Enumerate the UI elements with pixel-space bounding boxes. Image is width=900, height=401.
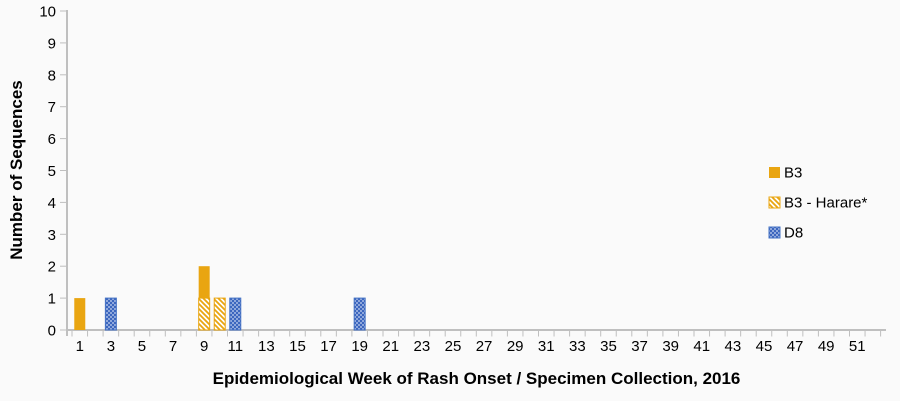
y-tick-label: 8 xyxy=(48,67,56,84)
bar-b3harare-week-10 xyxy=(213,297,226,331)
x-tick-label: 41 xyxy=(693,338,710,355)
y-tick-label: 7 xyxy=(48,99,56,116)
y-tick-label: 2 xyxy=(48,259,56,276)
x-axis-title: Epidemiological Week of Rash Onset / Spe… xyxy=(213,369,741,388)
bar-d8-week-11 xyxy=(229,297,242,331)
bar-b3-week-1 xyxy=(74,298,86,330)
y-tick-label: 9 xyxy=(48,35,56,52)
x-tick-label: 31 xyxy=(538,338,555,355)
x-tick-label: 37 xyxy=(631,338,648,355)
legend-label: B3 xyxy=(784,165,802,182)
y-tick-label: 1 xyxy=(48,291,56,308)
x-tick-label: 15 xyxy=(289,338,306,355)
x-tick-label: 11 xyxy=(227,338,243,355)
x-tick-label: 45 xyxy=(756,338,773,355)
x-tick-label: 3 xyxy=(107,338,115,355)
x-tick-label: 51 xyxy=(849,338,866,355)
x-tick-label: 29 xyxy=(507,338,524,355)
legend-swatch-d8 xyxy=(768,226,781,239)
bar-b3-week-9 xyxy=(198,266,210,299)
y-tick-label: 4 xyxy=(48,195,56,212)
x-tick-label: 47 xyxy=(787,338,804,355)
legend-label: D8 xyxy=(784,225,803,242)
y-tick-label: 0 xyxy=(48,323,56,340)
x-tick-label: 27 xyxy=(476,338,493,355)
y-tick-label: 5 xyxy=(48,163,56,180)
y-tick-label: 10 xyxy=(39,4,56,21)
y-axis-title: Number of Sequences xyxy=(7,80,26,260)
y-tick-label: 6 xyxy=(48,131,56,148)
x-tick-label: 13 xyxy=(258,338,275,355)
x-tick-label: 5 xyxy=(138,338,146,355)
x-tick-label: 9 xyxy=(200,338,208,355)
bar-d8-week-19 xyxy=(353,297,366,331)
x-tick-label: 35 xyxy=(600,338,617,355)
x-tick-label: 19 xyxy=(351,338,368,355)
x-tick-label: 21 xyxy=(382,338,399,355)
x-tick-label: 1 xyxy=(76,338,84,355)
x-tick-label: 17 xyxy=(320,338,337,355)
legend-label: B3 - Harare* xyxy=(784,195,868,212)
x-tick-label: 23 xyxy=(414,338,431,355)
bar-b3harare-week-9 xyxy=(198,297,211,331)
x-tick-label: 7 xyxy=(169,338,177,355)
x-tick-label: 33 xyxy=(569,338,586,355)
x-tick-label: 39 xyxy=(662,338,679,355)
x-tick-label: 25 xyxy=(445,338,462,355)
x-tick-label: 43 xyxy=(725,338,742,355)
bar-d8-week-3 xyxy=(104,297,117,331)
legend-swatch-b3 xyxy=(769,167,780,178)
x-tick-label: 49 xyxy=(818,338,835,355)
y-tick-label: 3 xyxy=(48,227,56,244)
legend-swatch-b3harare xyxy=(768,196,781,209)
